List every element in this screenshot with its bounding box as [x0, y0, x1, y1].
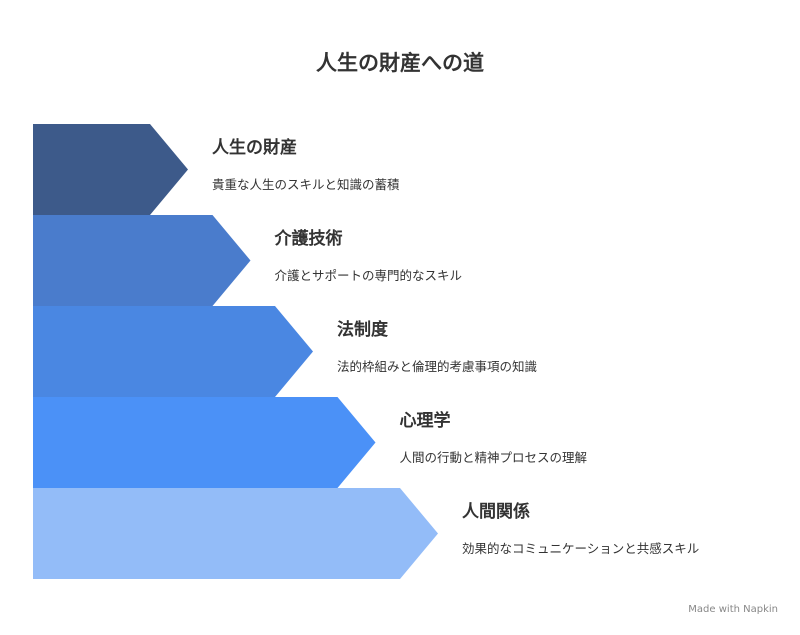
step-description: 人間の行動と精神プロセスの理解 [400, 450, 588, 465]
step-description: 介護とサポートの専門的なスキル [275, 268, 463, 283]
step-title: 法制度 [337, 319, 389, 340]
step-arrow [33, 488, 438, 579]
step-arrow [33, 397, 376, 488]
step-arrow [33, 215, 251, 306]
step-description: 法的枠組みと倫理的考慮事項の知識 [337, 359, 537, 374]
footer: Made with Napkin [688, 604, 778, 615]
step-description: 効果的なコミュニケーションと共感スキル [462, 541, 699, 556]
step-description: 貴重な人生のスキルと知識の蓄積 [212, 177, 400, 192]
step-arrow [33, 124, 188, 215]
diagram-title: 人生の財産への道 [316, 51, 484, 75]
steps: 人生の財産貴重な人生のスキルと知識の蓄積介護技術介護とサポートの専門的なスキル法… [33, 124, 699, 579]
step-title: 介護技術 [274, 228, 343, 249]
step-arrow [33, 306, 313, 397]
step-title: 人生の財産 [212, 137, 297, 158]
step-title: 人間関係 [462, 501, 530, 522]
step-title: 心理学 [400, 410, 451, 431]
